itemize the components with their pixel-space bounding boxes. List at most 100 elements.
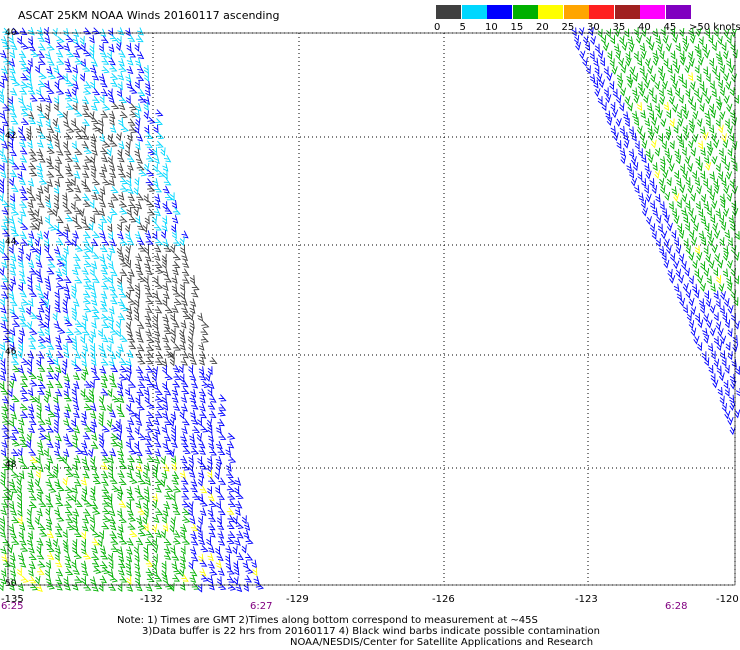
wind-barb (726, 58, 732, 68)
wind-barb (723, 379, 729, 389)
wind-barb (171, 283, 178, 293)
wind-barb (0, 79, 5, 89)
wind-barb (64, 290, 71, 300)
wind-barb (8, 58, 16, 67)
wind-barb (117, 222, 122, 232)
wind-barb (0, 351, 4, 361)
wind-barb (626, 73, 632, 83)
wind-barb (47, 260, 56, 268)
wind-barb (27, 58, 33, 68)
lon-label-123: -123 (575, 594, 598, 605)
wind-barb (18, 95, 24, 105)
wind-barb (36, 27, 44, 36)
wind-barb (39, 298, 48, 306)
wind-barb (145, 446, 153, 455)
wind-barb (126, 469, 133, 479)
wind-barb (37, 387, 45, 395)
wind-barb (143, 102, 149, 111)
wind-barb (708, 124, 715, 134)
wind-barb (46, 582, 56, 590)
wind-barb (201, 320, 210, 329)
wind-barb (163, 433, 172, 442)
wind-barb (29, 493, 37, 501)
wind-barb (100, 313, 110, 321)
wind-barb (38, 432, 47, 440)
wind-barb (53, 409, 60, 419)
wind-barb (208, 514, 217, 522)
wind-barb (11, 470, 20, 479)
wind-barb (659, 96, 666, 106)
wind-barb (199, 403, 206, 412)
wind-barb (19, 185, 27, 194)
wind-barb (127, 193, 135, 202)
wind-barb (36, 485, 44, 494)
wind-barb (34, 575, 41, 585)
wind-barb (83, 87, 92, 95)
wind-barb (3, 57, 12, 65)
wind-barb (170, 545, 176, 555)
wind-barb (671, 230, 677, 240)
wind-barb (652, 50, 659, 60)
wind-barb (83, 275, 92, 283)
wind-barb (116, 492, 123, 502)
wind-barb (647, 125, 653, 135)
wind-barb (706, 207, 712, 217)
wind-barb (678, 230, 685, 239)
wind-barb (56, 110, 66, 118)
wind-barb (624, 118, 630, 127)
wind-barb (29, 169, 38, 177)
wind-barb (716, 365, 722, 375)
wind-barb (20, 461, 29, 469)
wind-barb (18, 335, 23, 345)
wind-barb (697, 162, 703, 172)
wind-barb (82, 515, 90, 524)
wind-barb (675, 245, 682, 255)
wind-barb (62, 200, 68, 210)
wind-barb (627, 79, 634, 89)
wind-barb (234, 566, 240, 576)
scale-swatch (538, 5, 563, 19)
wind-barb (215, 462, 222, 472)
wind-barb (38, 131, 47, 139)
wind-barb (117, 81, 123, 91)
wind-barb (28, 162, 37, 170)
wind-barb (11, 184, 19, 193)
wind-barb (137, 222, 145, 231)
wind-barb (191, 401, 199, 410)
wind-barb (226, 567, 235, 575)
wind-barb (82, 162, 90, 171)
wind-barb (182, 508, 191, 516)
wind-barb (674, 65, 681, 74)
scale-label: 45 (663, 22, 677, 33)
wind-barb (56, 454, 65, 462)
wind-barb (90, 357, 97, 367)
wind-barb (162, 170, 168, 180)
wind-barb (692, 283, 698, 293)
wind-barb (62, 298, 68, 307)
wind-barb (721, 133, 727, 143)
wind-barb (17, 125, 24, 135)
wind-barb (0, 125, 5, 135)
wind-barb (11, 237, 20, 245)
wind-barb (119, 357, 127, 366)
wind-barb (227, 440, 235, 449)
wind-barb (91, 432, 98, 441)
wind-barb (101, 478, 109, 486)
wind-barb (53, 246, 61, 255)
wind-barb (90, 133, 97, 143)
wind-barb (705, 253, 711, 263)
wind-barb (156, 403, 165, 411)
wind-barb (603, 66, 609, 76)
wind-barb (712, 379, 719, 389)
wind-barb (46, 544, 55, 553)
wind-barb (89, 576, 97, 586)
wind-barb (199, 394, 206, 404)
wind-barb (708, 364, 714, 374)
wind-barb (189, 356, 197, 366)
wind-barb (180, 357, 189, 366)
wind-barb (36, 439, 44, 449)
wind-barb (27, 484, 35, 493)
wind-barb (2, 200, 10, 208)
wind-barb (10, 223, 17, 233)
wind-barb (48, 485, 57, 493)
